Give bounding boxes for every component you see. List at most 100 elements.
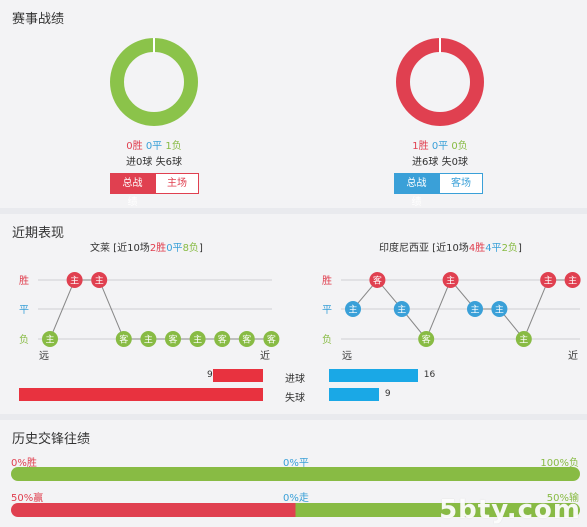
away-form-marker-label: 客 [422,334,431,346]
away-header-suffix: ] [517,243,522,254]
away-axis-label: 平 [322,305,332,316]
section-title: 赛事战绩 [12,12,65,27]
home-tab-group: 总战绩 主场 [110,173,199,208]
h2h-cover-pct: 50%赢 [11,493,44,504]
home-form-marker-label: 客 [218,334,227,346]
h2h-handicap-bar [11,503,580,517]
home-form-marker-label: 客 [168,334,177,346]
h2h-win-pct: 0%胜 [11,458,37,469]
away-form-marker-label: 主 [519,334,528,346]
home-form-marker-label: 主 [144,334,153,346]
away-form-marker [442,272,459,288]
away-header-win: 4胜 [468,243,486,254]
home-form-marker-label: 主 [95,275,104,287]
home-form-marker-label: 主 [70,275,79,287]
away-form-marker [369,272,386,288]
home-form-marker-label: 客 [242,334,251,346]
goals-for-label: 进球 [285,374,305,385]
donut-ring [110,38,198,126]
home-form-marker-label: 主 [193,334,202,346]
home-goals-for-value: 9 [207,370,213,380]
away-form-marker-label: 主 [470,304,479,316]
away-goals-for-value: 16 [423,370,436,380]
away-axis-near: 近 [568,349,578,362]
h2h-result-bar [11,467,580,481]
away-form-marker [515,331,532,347]
home-record-donut [110,38,198,126]
away-form-marker [345,301,361,317]
home-header-draw: 0平 [166,243,183,254]
home-header-win: 2胜 [149,243,167,254]
away-axis-label: 负 [322,333,332,346]
away-form-marker [393,301,410,317]
home-form-marker-label: 客 [267,334,276,346]
form-chart: 胜平负 主主 主客主客主客客客远 近胜平负主客主客主主 主主主 主远近 [19,272,581,362]
home-axis-far: 远 [39,350,49,362]
home-form-line [49,279,272,340]
donut-ring [396,38,484,126]
away-form-marker [564,272,581,288]
home-form-marker-label: 主 [45,334,54,346]
home-axis-label: 胜 [19,275,29,287]
home-form-marker [140,331,157,347]
away-form-marker-label: 主 [495,304,504,316]
home-form-marker [91,272,108,288]
home-form-marker-label: 客 [119,334,128,346]
home-form-marker [165,331,181,347]
away-header-draw: 4平 [485,243,502,254]
away-header-loss: 2负 [501,243,518,254]
home-draw-count: 0平 [145,141,163,152]
home-form-marker [238,331,255,347]
home-form-marker [214,331,231,347]
away-form-marker-label: 客 [373,275,382,287]
away-loss-count: 0负 [451,141,468,152]
home-axis-near: 近 [260,349,270,362]
away-goals: 进6球 失0球 [412,157,468,168]
away-form-marker [491,301,508,317]
away-form-marker [540,272,557,288]
watermark-logo: 5bty.com [439,495,581,525]
away-total-tab[interactable]: 总战绩 [394,173,439,208]
away-goals-for-bar [329,369,418,382]
home-form-marker [115,331,132,347]
away-form-marker-label: 主 [446,275,455,287]
away-form-line [352,279,573,340]
away-venue-tab[interactable]: 客场 [439,173,483,194]
home-win-count: 0胜 [126,141,143,152]
home-form-marker [66,272,83,288]
goals-against-label: 失球 [285,393,305,404]
home-venue-tab[interactable]: 主场 [155,173,199,194]
home-axis-label: 负 [19,333,29,346]
h2h-loss-pct: 100%负 [540,458,579,469]
home-loss-count: 1负 [165,141,182,152]
recent-form-panel: 近期表现 [0,214,587,414]
home-goals-against-bar [19,388,263,401]
away-form-marker-label: 主 [544,275,553,287]
away-win-count: 1胜 [412,141,429,152]
h2h-fail-pct: 50%输 [546,493,579,504]
h2h-push-pct: 0%走 [283,493,309,504]
section-title: 近期表现 [12,226,65,241]
h2h-draw-pct: 0%平 [283,458,309,469]
home-total-tab[interactable]: 总战绩 [110,173,155,208]
home-goals: 进0球 失6球 [126,157,182,168]
away-form-marker [418,331,435,347]
away-form-marker [467,301,483,317]
away-axis-far: 远 [342,350,352,362]
away-header-prefix: 印度尼西亚 [近10场 [379,243,469,254]
away-tab-group: 总战绩 客场 [394,173,483,208]
away-record-summary: 1胜 0平 0负 进6球 失0球 [380,139,500,171]
home-record-summary: 0胜 0平 1负 进0球 失6球 [94,139,214,171]
record-panel: 赛事战绩 0胜 0平 1负 进0球 失6球 1胜 0平 0负 进6球 失0球 总… [0,0,587,208]
away-form-marker-label: 主 [397,304,406,316]
away-goals-against-bar [329,388,379,401]
away-axis-label: 胜 [322,275,332,287]
home-header-loss: 8负 [182,243,199,254]
home-goals-for-bar [213,369,263,382]
section-title: 历史交锋往绩 [12,432,91,447]
home-axis-label: 平 [19,305,29,316]
home-header-suffix: ] [198,243,203,254]
home-form-marker [189,331,206,347]
home-form-marker [42,331,58,347]
away-form-marker-label: 主 [568,275,577,287]
